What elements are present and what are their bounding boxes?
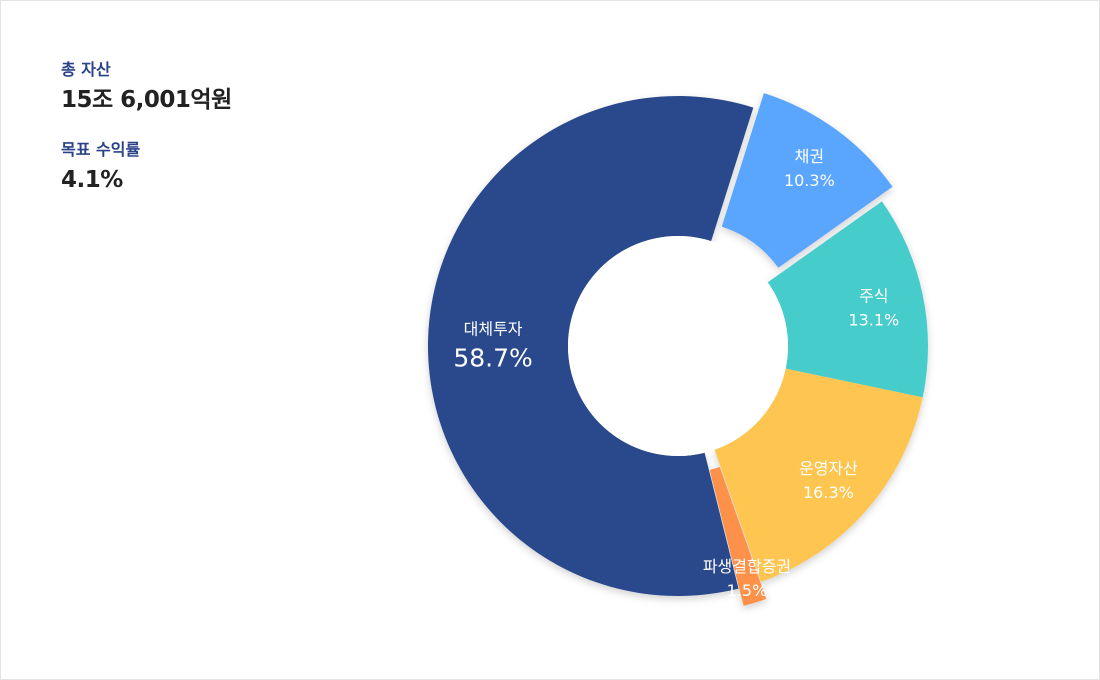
slice-value-4: 16.3% bbox=[803, 483, 854, 502]
slice-2 bbox=[721, 93, 893, 268]
slice-5 bbox=[709, 466, 767, 606]
total-assets-value: 15조 6,001억원 bbox=[61, 87, 232, 113]
slice-4 bbox=[714, 368, 923, 582]
slice-value-5: 1.5% bbox=[727, 581, 768, 600]
slice-label-4: 운영자산 bbox=[799, 459, 858, 478]
slice-value-2: 10.3% bbox=[784, 171, 835, 190]
slice-label-3: 주식 bbox=[859, 286, 888, 305]
target-return-label: 목표 수익률 bbox=[61, 140, 141, 159]
slice-label-1: 대체투자 bbox=[464, 319, 523, 338]
total-assets-label: 총 자산 bbox=[61, 60, 111, 79]
slice-value-3: 13.1% bbox=[848, 310, 899, 329]
summary-stats: 총 자산 15조 6,001억원 목표 수익률 4.1% bbox=[61, 59, 232, 195]
donut-hole bbox=[568, 236, 788, 456]
slice-label-5: 파생결합증권 bbox=[703, 557, 791, 576]
slice-3 bbox=[767, 201, 929, 398]
slice-1 bbox=[428, 96, 754, 596]
slice-value-1: 58.7% bbox=[453, 343, 532, 372]
target-return-value: 4.1% bbox=[61, 167, 123, 193]
slice-label-2: 채권 bbox=[795, 147, 824, 166]
